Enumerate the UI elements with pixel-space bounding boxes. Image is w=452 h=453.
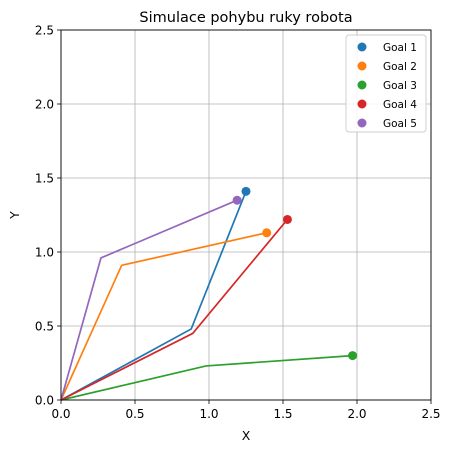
legend-label-goal-4: Goal 4 — [383, 99, 417, 111]
goal-5-arm-line — [60, 199, 238, 401]
y-tick-label: 0.0 — [35, 394, 54, 408]
chart-title: Simulace pohybu ruky robota — [139, 10, 352, 26]
goal-3-point — [348, 351, 358, 361]
goal-5-point — [232, 195, 242, 205]
legend-marker-goal-4 — [357, 99, 367, 109]
x-tick-label: 1.0 — [199, 407, 218, 421]
y-axis-label: Y — [7, 211, 22, 220]
x-tick-label: 1.5 — [273, 407, 292, 421]
arm-lines — [60, 191, 353, 401]
y-tick-label: 0.5 — [35, 320, 54, 334]
legend-label-goal-5: Goal 5 — [383, 118, 417, 130]
goal-4-arm-line — [60, 218, 289, 401]
goal-points — [232, 186, 358, 361]
x-tick-label: 0.5 — [125, 407, 144, 421]
x-tick-label: 2.0 — [347, 407, 366, 421]
x-axis-label: X — [242, 428, 251, 443]
legend-label-goal-2: Goal 2 — [383, 61, 417, 73]
legend-marker-goal-2 — [357, 61, 367, 71]
x-tick-label: 0.0 — [51, 407, 70, 421]
legend-marker-goal-5 — [357, 118, 367, 128]
legend-label-goal-3: Goal 3 — [383, 80, 417, 92]
goal-1-arm-line — [60, 191, 247, 401]
goal-4-point — [282, 214, 292, 224]
y-tick-label: 2.0 — [35, 98, 54, 112]
x-axis-ticks: 0.0 0.5 1.0 1.5 2.0 2.5 — [51, 400, 441, 421]
legend: Goal 1 Goal 2 Goal 3 Goal 4 Goal 5 — [345, 34, 427, 133]
legend-marker-goal-1 — [357, 42, 367, 52]
goal-2-point — [262, 228, 272, 238]
y-tick-label: 1.5 — [35, 172, 54, 186]
goal-1-point — [241, 186, 251, 196]
y-tick-label: 2.5 — [35, 24, 54, 38]
legend-label-goal-1: Goal 1 — [383, 42, 417, 54]
x-tick-label: 2.5 — [421, 407, 440, 421]
plot-frame — [60, 29, 432, 401]
goal-3-arm-line — [60, 354, 353, 401]
legend-box — [345, 34, 427, 133]
y-axis-ticks: 0.0 0.5 1.0 1.5 2.0 2.5 — [35, 24, 61, 408]
y-tick-label: 1.0 — [35, 246, 54, 260]
legend-marker-goal-3 — [357, 80, 367, 90]
goal-2-arm-line — [60, 231, 267, 401]
